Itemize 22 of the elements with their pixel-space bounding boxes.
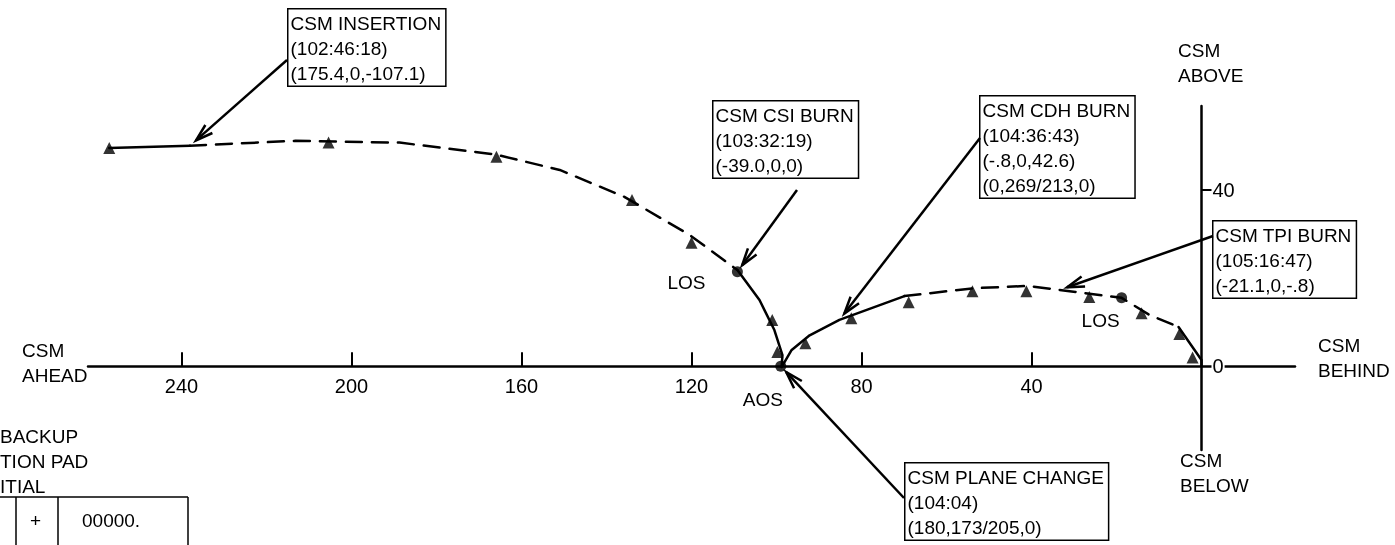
- text: 00000.: [82, 510, 141, 531]
- x-tick-label: 80: [850, 375, 873, 398]
- annotation: AOS: [742, 389, 783, 411]
- x-tick-label: 40: [1020, 375, 1043, 398]
- annotation: CSM INSERTION (102:46:18) (175.4,0,-107.1): [290, 12, 442, 84]
- x-tick-label: 160: [504, 375, 539, 398]
- text: CSM BEHIND: [1318, 335, 1390, 381]
- text: +: [30, 510, 42, 531]
- text: BACKUP TION PAD ITIAL: [0, 426, 89, 497]
- annotation: CSM CSI BURN (103:32:19) (-39.0,0,0): [715, 104, 854, 176]
- x-tick-label: 240: [164, 375, 199, 398]
- annotation: CSM CDH BURN (104:36:43) (-.8,0,42.6) (0,269/213,0): [982, 99, 1131, 196]
- annotation: CSM PLANE CHANGE (104:04) (180,173/205,0): [907, 466, 1104, 538]
- x-tick-label: 120: [674, 375, 709, 398]
- annotation: CSM TPI BURN (105:16:47) (-21.1,0,-.8): [1215, 224, 1352, 296]
- y-tick-label: 0: [1212, 355, 1224, 378]
- annotation: LOS: [1081, 309, 1120, 331]
- text: CSM AHEAD: [22, 340, 88, 386]
- x-tick-label: 200: [334, 375, 369, 398]
- text: CSM ABOVE: [1178, 40, 1244, 86]
- annotation: CSM BELOW: [1180, 450, 1249, 496]
- annotation: LOS: [667, 271, 706, 293]
